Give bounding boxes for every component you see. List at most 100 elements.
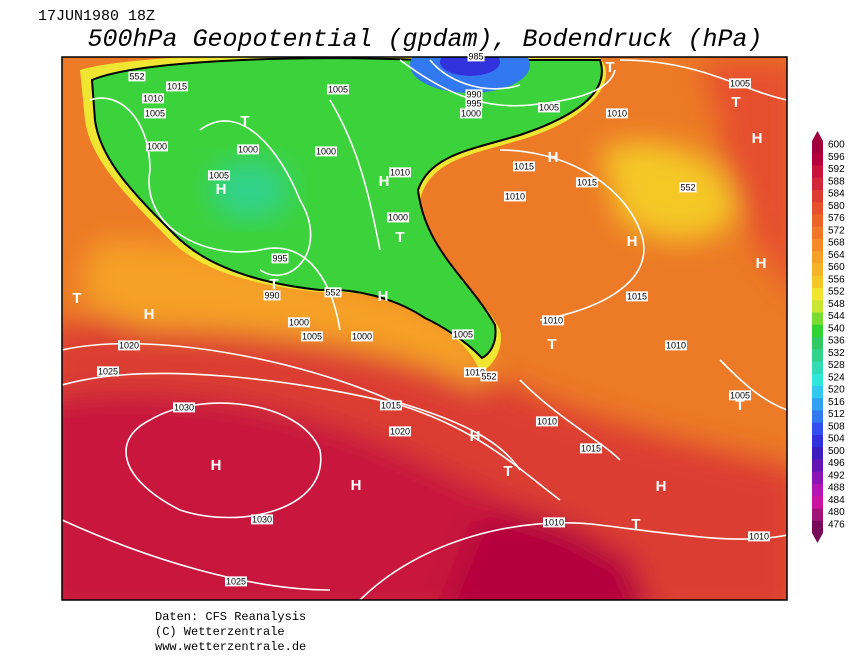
isobar-label: 1020 (390, 426, 410, 436)
pressure-center: H (378, 288, 389, 305)
isobars (62, 59, 787, 600)
isobar-label-box (287, 317, 311, 328)
colorbar-label: 552 (828, 287, 845, 298)
map-labels: 552 1015 1010 1005 1000 T 1000 1005 H 1000 1005 985… (72, 51, 771, 587)
isobar-label: 985 (468, 51, 483, 61)
isobar-label-box (388, 426, 412, 437)
colorbar-swatch (812, 386, 823, 399)
colorbar-swatch (812, 251, 823, 264)
colorbar-label: 572 (828, 225, 845, 236)
colorbar-label: 556 (828, 274, 845, 285)
pressure-center: H (144, 306, 155, 323)
isobar-label-box (250, 514, 274, 525)
pressure-center: H (351, 477, 362, 494)
isobar-label: 1030 (252, 514, 272, 524)
pressure-center: H (379, 173, 390, 190)
colorbar-swatch (812, 275, 823, 289)
isobar-label-box (263, 290, 281, 301)
colorbar-label: 600 (828, 140, 845, 151)
pressure-center: H (470, 428, 481, 445)
isobar-label: 552 (129, 71, 144, 81)
colorbar-swatch (812, 153, 823, 166)
isobar-label: 1010 (607, 108, 627, 118)
colorbar-label: 512 (828, 409, 845, 420)
colorbar-label: 592 (828, 164, 845, 175)
isobar-label: 1000 (388, 212, 408, 222)
pressure-center: H (756, 255, 767, 272)
isobar-label: 1000 (238, 144, 258, 154)
isobar-label: 1005 (730, 78, 750, 88)
isobar-label: 1000 (352, 331, 372, 341)
isobar-label: 1015 (581, 443, 601, 453)
isobar-label-box (463, 367, 487, 378)
isobar-label: 1010 (544, 517, 564, 527)
isobar-label-box (465, 98, 483, 109)
colorbar-swatch (812, 422, 823, 436)
colorbar-bottom (812, 533, 823, 543)
isobar-label: 1000 (289, 317, 309, 327)
isobar-label-box (379, 400, 403, 411)
isobar-label: 1015 (167, 81, 187, 91)
isobar-label: 552 (325, 287, 340, 297)
colorbar-label: 560 (828, 262, 845, 273)
isobar-label: 1010 (537, 416, 557, 426)
pressure-center: H (627, 233, 638, 250)
isobar-label-box (96, 366, 120, 377)
isobar-label-box (386, 212, 410, 223)
isobar-label-box (728, 78, 752, 89)
colorbar-swatch (812, 471, 823, 485)
colorbar-swatch (812, 202, 823, 215)
isobar-label-box (664, 340, 688, 351)
pressure-center: H (548, 149, 559, 166)
isobar-label: 1025 (226, 576, 246, 586)
isobar-label: 1010 (465, 367, 485, 377)
isobar-label: 1010 (749, 531, 769, 541)
pressure-center: H (211, 457, 222, 474)
isobar-label: 1010 (390, 167, 410, 177)
isobar-label: 1010 (666, 340, 686, 350)
isobar-label-box (625, 291, 649, 302)
pressure-center: T (631, 516, 640, 533)
colorbar-swatch (812, 337, 823, 350)
isobar-label-box (747, 531, 771, 542)
isobar-label-box (451, 329, 475, 340)
isobar-label: 1005 (328, 84, 348, 94)
footer-url: www.wetterzentrale.de (155, 640, 306, 654)
isobar-label: 1005 (539, 102, 559, 112)
colorbar-swatch (812, 177, 823, 191)
colorbar-label: 484 (828, 495, 845, 506)
colorbar-swatch (812, 520, 823, 534)
isobar-label-box (542, 517, 566, 528)
colorbar-label: 584 (828, 189, 845, 200)
isobar-label-box (728, 390, 752, 401)
isobar-label-box (512, 161, 536, 172)
pressure-center: H (216, 181, 227, 198)
colorbar-label: 580 (828, 201, 845, 212)
pressure-center: H (656, 478, 667, 495)
field (62, 60, 787, 600)
colorbar-swatch (812, 312, 823, 326)
pressure-center: T (240, 113, 249, 130)
isobar-label: 1015 (627, 291, 647, 301)
isobar-label-box (224, 576, 248, 587)
colorbar: 6005965925885845805765725685645605565525… (812, 131, 845, 543)
isobar-label-box (236, 144, 260, 155)
isobar-label: 552 (481, 371, 496, 381)
colorbar-swatch (812, 324, 823, 338)
isobar-label-box (605, 108, 629, 119)
isobar-label-box (117, 340, 141, 351)
colorbar-swatch (812, 496, 823, 509)
footer-source: Daten: CFS Reanalysis (155, 610, 306, 624)
isobar-label: 990 (264, 290, 279, 300)
colorbar-label: 488 (828, 483, 845, 494)
isobar-label-box (350, 331, 374, 342)
colorbar-swatch (812, 447, 823, 460)
colorbar-label: 496 (828, 458, 845, 469)
isobar-label: 995 (272, 253, 287, 263)
isobar-label-box (537, 102, 561, 113)
colorbar-label: 520 (828, 385, 845, 396)
colorbar-swatch (812, 300, 823, 313)
isobar-label-box (535, 416, 559, 427)
isobar-label: 1000 (316, 146, 336, 156)
